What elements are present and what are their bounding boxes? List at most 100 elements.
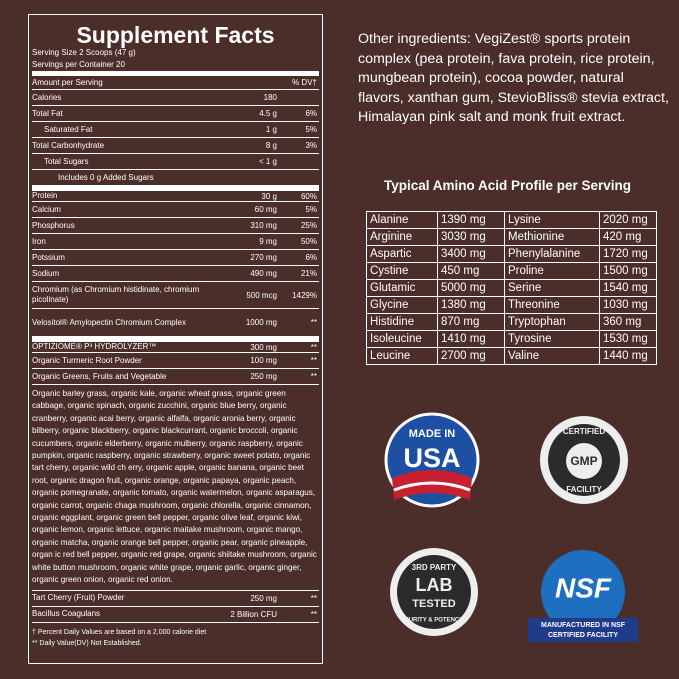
header: % DV†	[292, 78, 317, 87]
badge-text: CERTIFIED FACILITY	[548, 632, 618, 639]
daily-value: 25%	[300, 221, 317, 230]
amount: 2700 mg	[437, 347, 505, 365]
facts-row: Saturated Fat 1 g 5%	[32, 122, 319, 138]
badge-text: PURITY & POTENCY	[405, 618, 464, 624]
amino-row: Aspartic 3400 mg Phenylalanine 1720 mg	[366, 245, 657, 263]
badge-text: GMP	[570, 454, 597, 468]
daily-value: 1429%	[292, 290, 317, 300]
daily-value: 5%	[305, 205, 317, 214]
facts-row: Chromium (as Chromium histidinate, chrom…	[32, 282, 319, 309]
amount: < 1 g	[258, 157, 277, 166]
blend: Organic barley grass, organic kale, orga…	[32, 385, 319, 591]
gmp-seal	[566, 443, 602, 479]
amount: 500 mcg	[246, 290, 277, 300]
amount: 250 mg	[250, 372, 277, 381]
badge-text: MADE IN	[409, 428, 456, 440]
amino-row: Isoleucine 1410 mg Tyrosine 1530 mg	[366, 330, 657, 348]
amount: 2 Billion CFU	[230, 609, 277, 619]
amount: 310 mg	[250, 221, 277, 230]
header-row: Amount per Serving % DV†	[32, 71, 319, 90]
serving-size: Serving Size 2 Scoops (47 g)	[32, 48, 136, 57]
facts-row: Calcium 60 mg 5%	[32, 202, 319, 218]
nutrient: Includes 0 g Added Sugars	[58, 172, 154, 182]
badge-text: MANUFACTURED IN NSF	[541, 622, 626, 629]
amino-acid: Isoleucine	[366, 330, 438, 348]
nutrient: Total Sugars	[44, 156, 89, 166]
amount: 1720 mg	[599, 245, 657, 263]
daily-value: 5%	[305, 125, 317, 134]
amount: 180	[263, 93, 277, 102]
amount: 5000 mg	[437, 279, 505, 297]
nutrient: Protein	[32, 191, 58, 200]
amino-acid: Threonine	[504, 296, 600, 314]
facts-row: Total Sugars < 1 g	[32, 154, 319, 170]
daily-value: **	[310, 342, 317, 352]
daily-value: 6%	[305, 253, 317, 262]
nutrient: Tart Cherry (Fruit) Powder	[32, 593, 125, 602]
nutrient: Calcium	[32, 204, 61, 214]
amount: 490 mg	[250, 269, 277, 278]
facts-row: OPTIZIOME® P³ HYDROLYZER™ 300 mg **	[32, 337, 319, 353]
badge-text: 3RD PARTY	[412, 563, 457, 572]
nutrient: Organic Greens, Fruits and Vegetable	[32, 371, 167, 381]
amino-acid: Histidine	[366, 313, 438, 331]
amount: 60 mg	[254, 205, 277, 214]
nsf-badge	[541, 550, 625, 634]
facts-row: Calories 180	[32, 90, 319, 106]
nutrient: OPTIZIOME® P³ HYDROLYZER™	[32, 342, 157, 351]
facts-row: Phosphorus 310 mg 25%	[32, 218, 319, 234]
amount: 1000 mg	[245, 318, 277, 327]
amount: 1 g	[265, 125, 277, 134]
amino-row: Leucine 2700 mg Valine 1440 mg	[366, 347, 657, 365]
facts-row: Organic Greens, Fruits and Vegetable 250 …	[32, 369, 319, 385]
facts-row: Velositol® Amylopectin Chromium Complex 1…	[32, 309, 319, 337]
daily-value: **	[310, 372, 317, 381]
daily-value: **	[310, 318, 317, 327]
flag-stripe	[393, 481, 471, 492]
nutrient: Total Carbonhydrate	[32, 140, 105, 150]
nutrient: Potssium	[32, 252, 65, 262]
daily-value: **	[310, 609, 317, 619]
daily-value: **	[310, 593, 317, 603]
badge-text: TESTED	[412, 598, 455, 610]
footnote: † Percent Daily Values are based on a 2,…	[32, 628, 207, 636]
badge-text: FACILITY	[566, 485, 602, 494]
amount: 2020 mg	[599, 211, 657, 229]
facts-row: Total Carbonhydrate 8 g 3%	[32, 138, 319, 154]
amino-acid: Tyrosine	[504, 330, 600, 348]
amount: 4.5 g	[259, 109, 277, 118]
amount: 8 g	[265, 141, 277, 150]
header: Amount per Serving	[32, 77, 103, 87]
flag	[392, 470, 472, 500]
facts-row: Iron 9 mg 50%	[32, 234, 319, 250]
nutrient: Iron	[32, 236, 46, 246]
nutrient: Saturated Fat	[44, 124, 93, 134]
amino-acid: Lysine	[504, 211, 600, 229]
amino-row: Arginine 3030 mg Methionine 420 mg	[366, 228, 657, 246]
facts-row: Protein 30 g 60%	[32, 186, 319, 202]
daily-value: 50%	[300, 237, 317, 246]
amount: 450 mg	[437, 262, 505, 280]
amino-row: Histidine 870 mg Tryptophan 360 mg	[366, 313, 657, 331]
amino-acid: Proline	[504, 262, 600, 280]
amino-acid: Arginine	[366, 228, 438, 246]
amount: 100 mg	[250, 356, 277, 365]
daily-value: 60%	[300, 191, 317, 201]
facts-row: Total Fat 4.5 g 6%	[32, 106, 319, 122]
nsf-banner	[528, 618, 638, 642]
amino-title: Typical Amino Acid Profile per Serving	[383, 178, 632, 193]
amount: 360 mg	[599, 313, 657, 331]
supplement-facts: Supplement Facts Serving Size 2 Scoops (…	[28, 14, 323, 664]
facts-row: Sodium 490 mg 21%	[32, 266, 319, 282]
badge-text: CERTIFIED	[563, 427, 605, 436]
amount: 30 g	[261, 191, 277, 201]
daily-value: **	[310, 356, 317, 365]
facts-row: Bacillus Coagulans 2 Billion CFU **	[32, 607, 319, 623]
amino-acid: Alanine	[366, 211, 438, 229]
nutrient: Calories	[32, 92, 62, 102]
nutrient: Chromium (as Chromium histidinate, chrom…	[32, 285, 200, 304]
daily-value: 3%	[305, 141, 317, 150]
rows: Tart Cherry (Fruit) Powder 250 mg ** Bacill…	[32, 591, 319, 623]
